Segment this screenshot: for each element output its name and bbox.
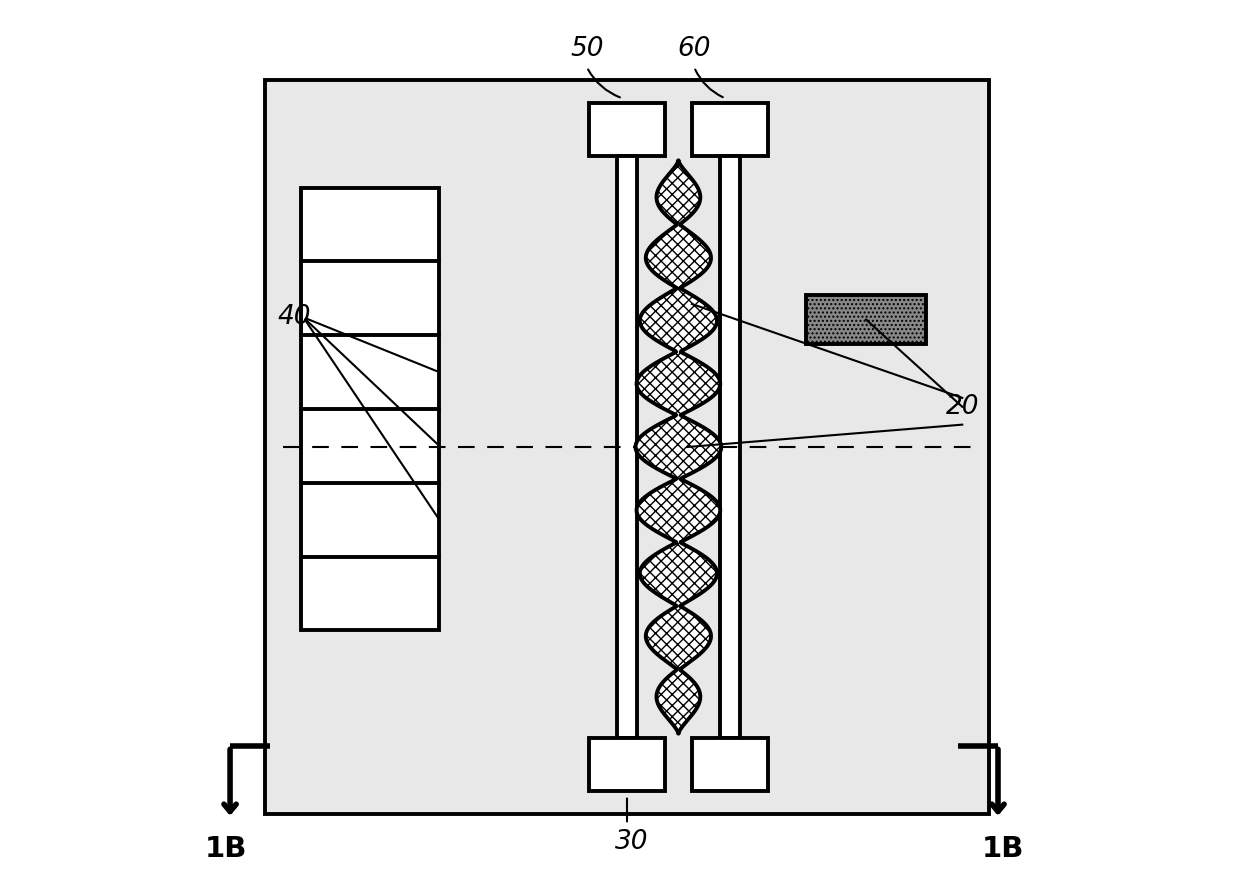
Text: 60: 60 bbox=[677, 36, 711, 63]
Bar bbox=[617, 156, 637, 738]
Bar bbox=[301, 188, 439, 630]
Text: 40: 40 bbox=[277, 304, 311, 331]
Polygon shape bbox=[636, 161, 721, 733]
Bar bbox=[692, 103, 767, 156]
Text: 50: 50 bbox=[571, 36, 603, 63]
Text: 1B: 1B bbox=[204, 835, 247, 864]
Text: 30: 30 bbox=[614, 829, 648, 856]
Bar bbox=[265, 80, 989, 814]
Bar bbox=[692, 738, 767, 791]
Bar bbox=[806, 295, 927, 344]
Text: 20: 20 bbox=[946, 393, 979, 420]
Bar bbox=[589, 103, 665, 156]
Bar bbox=[589, 738, 665, 791]
Text: 1B: 1B bbox=[982, 835, 1023, 864]
Bar bbox=[720, 156, 740, 738]
